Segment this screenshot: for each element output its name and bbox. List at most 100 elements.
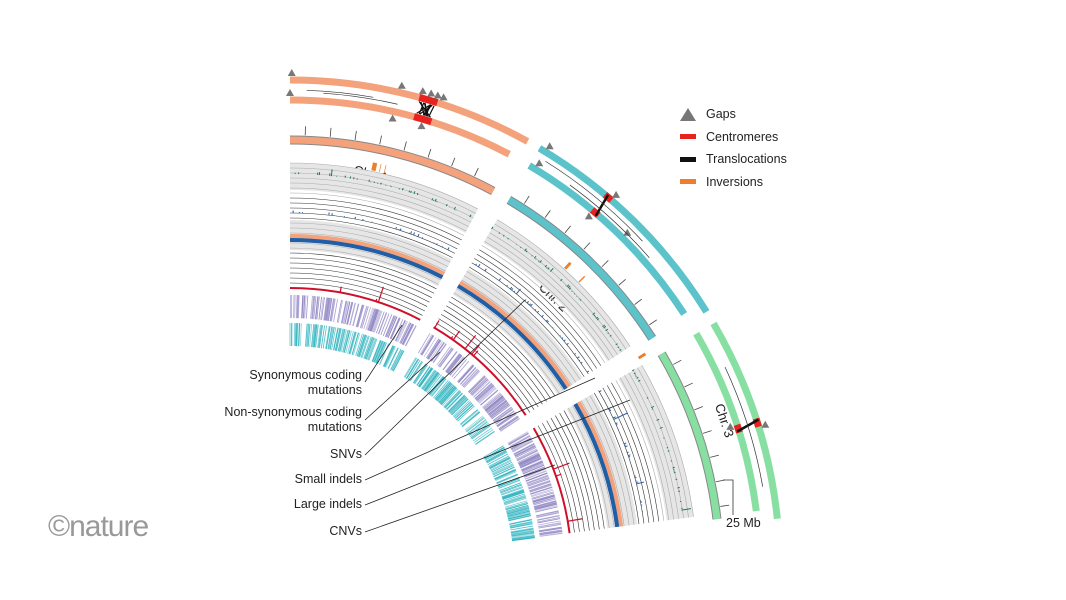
synonymous-mutation [367, 308, 376, 331]
synonymous-mutation [330, 298, 335, 322]
synonymous-mutation [475, 383, 493, 400]
synonymous-mutation [482, 392, 501, 408]
ideogram-chr1 [289, 136, 495, 195]
synonymous-mutation [320, 296, 324, 320]
synonymous-mutation [311, 296, 315, 320]
synonymous-mutation [377, 312, 387, 335]
track-gridline [289, 212, 455, 254]
synonymous-mutation [519, 455, 541, 466]
nonsynonymous-mutation [309, 323, 313, 347]
nonsynonymous-mutation [422, 371, 438, 391]
large-indel-bar [596, 318, 600, 321]
track-gridline [598, 390, 645, 524]
synonymous-mutation [333, 299, 338, 322]
track-gridline [585, 397, 630, 526]
large-indel-bar [408, 190, 411, 193]
large-indel-bar [594, 316, 597, 318]
nonsynonymous-mutation [384, 345, 395, 368]
small-indel-bar [623, 442, 627, 445]
small-indel-bar [410, 231, 413, 235]
synonymous-mutation [526, 474, 549, 484]
large-indel-bar [547, 267, 550, 270]
synonymous-mutation [514, 444, 536, 457]
nonsynonymous-mutation [503, 494, 526, 503]
nonsynonymous-mutation [421, 370, 436, 390]
track-gridline [289, 267, 430, 303]
synonymous-mutation [524, 470, 547, 480]
nonsynonymous-mutation [448, 395, 466, 413]
centromere [733, 423, 743, 434]
nonsynonymous-mutation [506, 504, 529, 512]
large-indel-bar [593, 314, 596, 317]
black-bar-icon [680, 156, 696, 162]
synonymous-mutation [538, 527, 562, 532]
tick-mark [379, 135, 382, 145]
synonymous-mutation [530, 487, 553, 495]
synonymous-mutation [346, 301, 353, 325]
nonsynonymous-mutation [387, 347, 399, 369]
nonsynonymous-mutation [448, 395, 466, 413]
track-gridline [289, 182, 469, 227]
gap-triangle [761, 420, 770, 428]
gap-triangle [388, 114, 397, 122]
small-indel-bar [559, 335, 561, 337]
synonymous-mutation [488, 400, 507, 416]
nonsynonymous-mutation [510, 528, 534, 534]
small-indel-bar [447, 247, 450, 251]
synonymous-mutation [356, 304, 364, 328]
synonymous-mutation [447, 355, 463, 374]
tick-mark [694, 406, 703, 411]
synonymous-mutation [486, 397, 505, 413]
nonsynonymous-mutation [509, 519, 532, 525]
synonymous-mutation [445, 353, 461, 373]
outer-chromosome-ring-1 [289, 76, 530, 145]
synonymous-mutation [431, 342, 445, 362]
nonsynonymous-mutation [379, 343, 389, 365]
gap-triangle [417, 122, 426, 130]
nonsynonymous-mutation [501, 489, 524, 498]
nonsynonymous-mutation [465, 416, 485, 432]
synonymous-mutation [509, 435, 531, 448]
nonsynonymous-mutation [502, 491, 525, 500]
nonsynonymous-mutation [456, 404, 474, 421]
nonsynonymous-mutation [358, 334, 367, 357]
synonymous-mutation [531, 491, 554, 499]
synonymous-mutation [311, 295, 314, 319]
nonsynonymous-mutation [484, 447, 505, 460]
large-indel-bar [595, 316, 599, 320]
synonymous-mutation [375, 311, 385, 334]
nonsynonymous-mutation [426, 374, 442, 394]
nonsynonymous-mutation [295, 323, 298, 347]
synonymous-mutation [535, 506, 558, 513]
large-indel-bar [632, 369, 635, 372]
synonymous-mutation [511, 438, 533, 451]
nonsynonymous-mutation [503, 496, 527, 504]
nonsynonymous-mutation [313, 324, 318, 348]
nonsynonymous-mutation [506, 506, 529, 514]
nonsynonymous-mutation [507, 511, 531, 519]
small-indel-bar [574, 353, 577, 355]
synonymous-mutation [528, 479, 551, 489]
nonsynonymous-mutation [335, 328, 342, 351]
synonymous-mutation [529, 484, 552, 493]
synonymous-mutation [444, 353, 460, 372]
nonsynonymous-mutation [405, 358, 419, 379]
nonsynonymous-mutation [504, 497, 527, 506]
nonsynonymous-mutation [446, 392, 463, 410]
synonymous-mutation [539, 532, 563, 537]
nonsynonymous-mutation [455, 404, 474, 421]
track-gridline [448, 301, 552, 399]
structural-variant-link [545, 160, 643, 242]
nonsynonymous-mutation [325, 326, 330, 349]
track-gridline [435, 322, 531, 413]
translocation-line [428, 105, 435, 118]
synonymous-mutation [528, 481, 551, 490]
synonymous-mutation [445, 353, 461, 373]
synonymous-mutation [468, 375, 486, 393]
synonymous-mutation [486, 398, 506, 414]
synonymous-mutation [442, 351, 458, 370]
large-indel-bar [592, 312, 596, 316]
synonymous-mutation [303, 295, 306, 319]
small-indel-bar [561, 337, 564, 340]
nonsynonymous-mutation [505, 503, 529, 511]
